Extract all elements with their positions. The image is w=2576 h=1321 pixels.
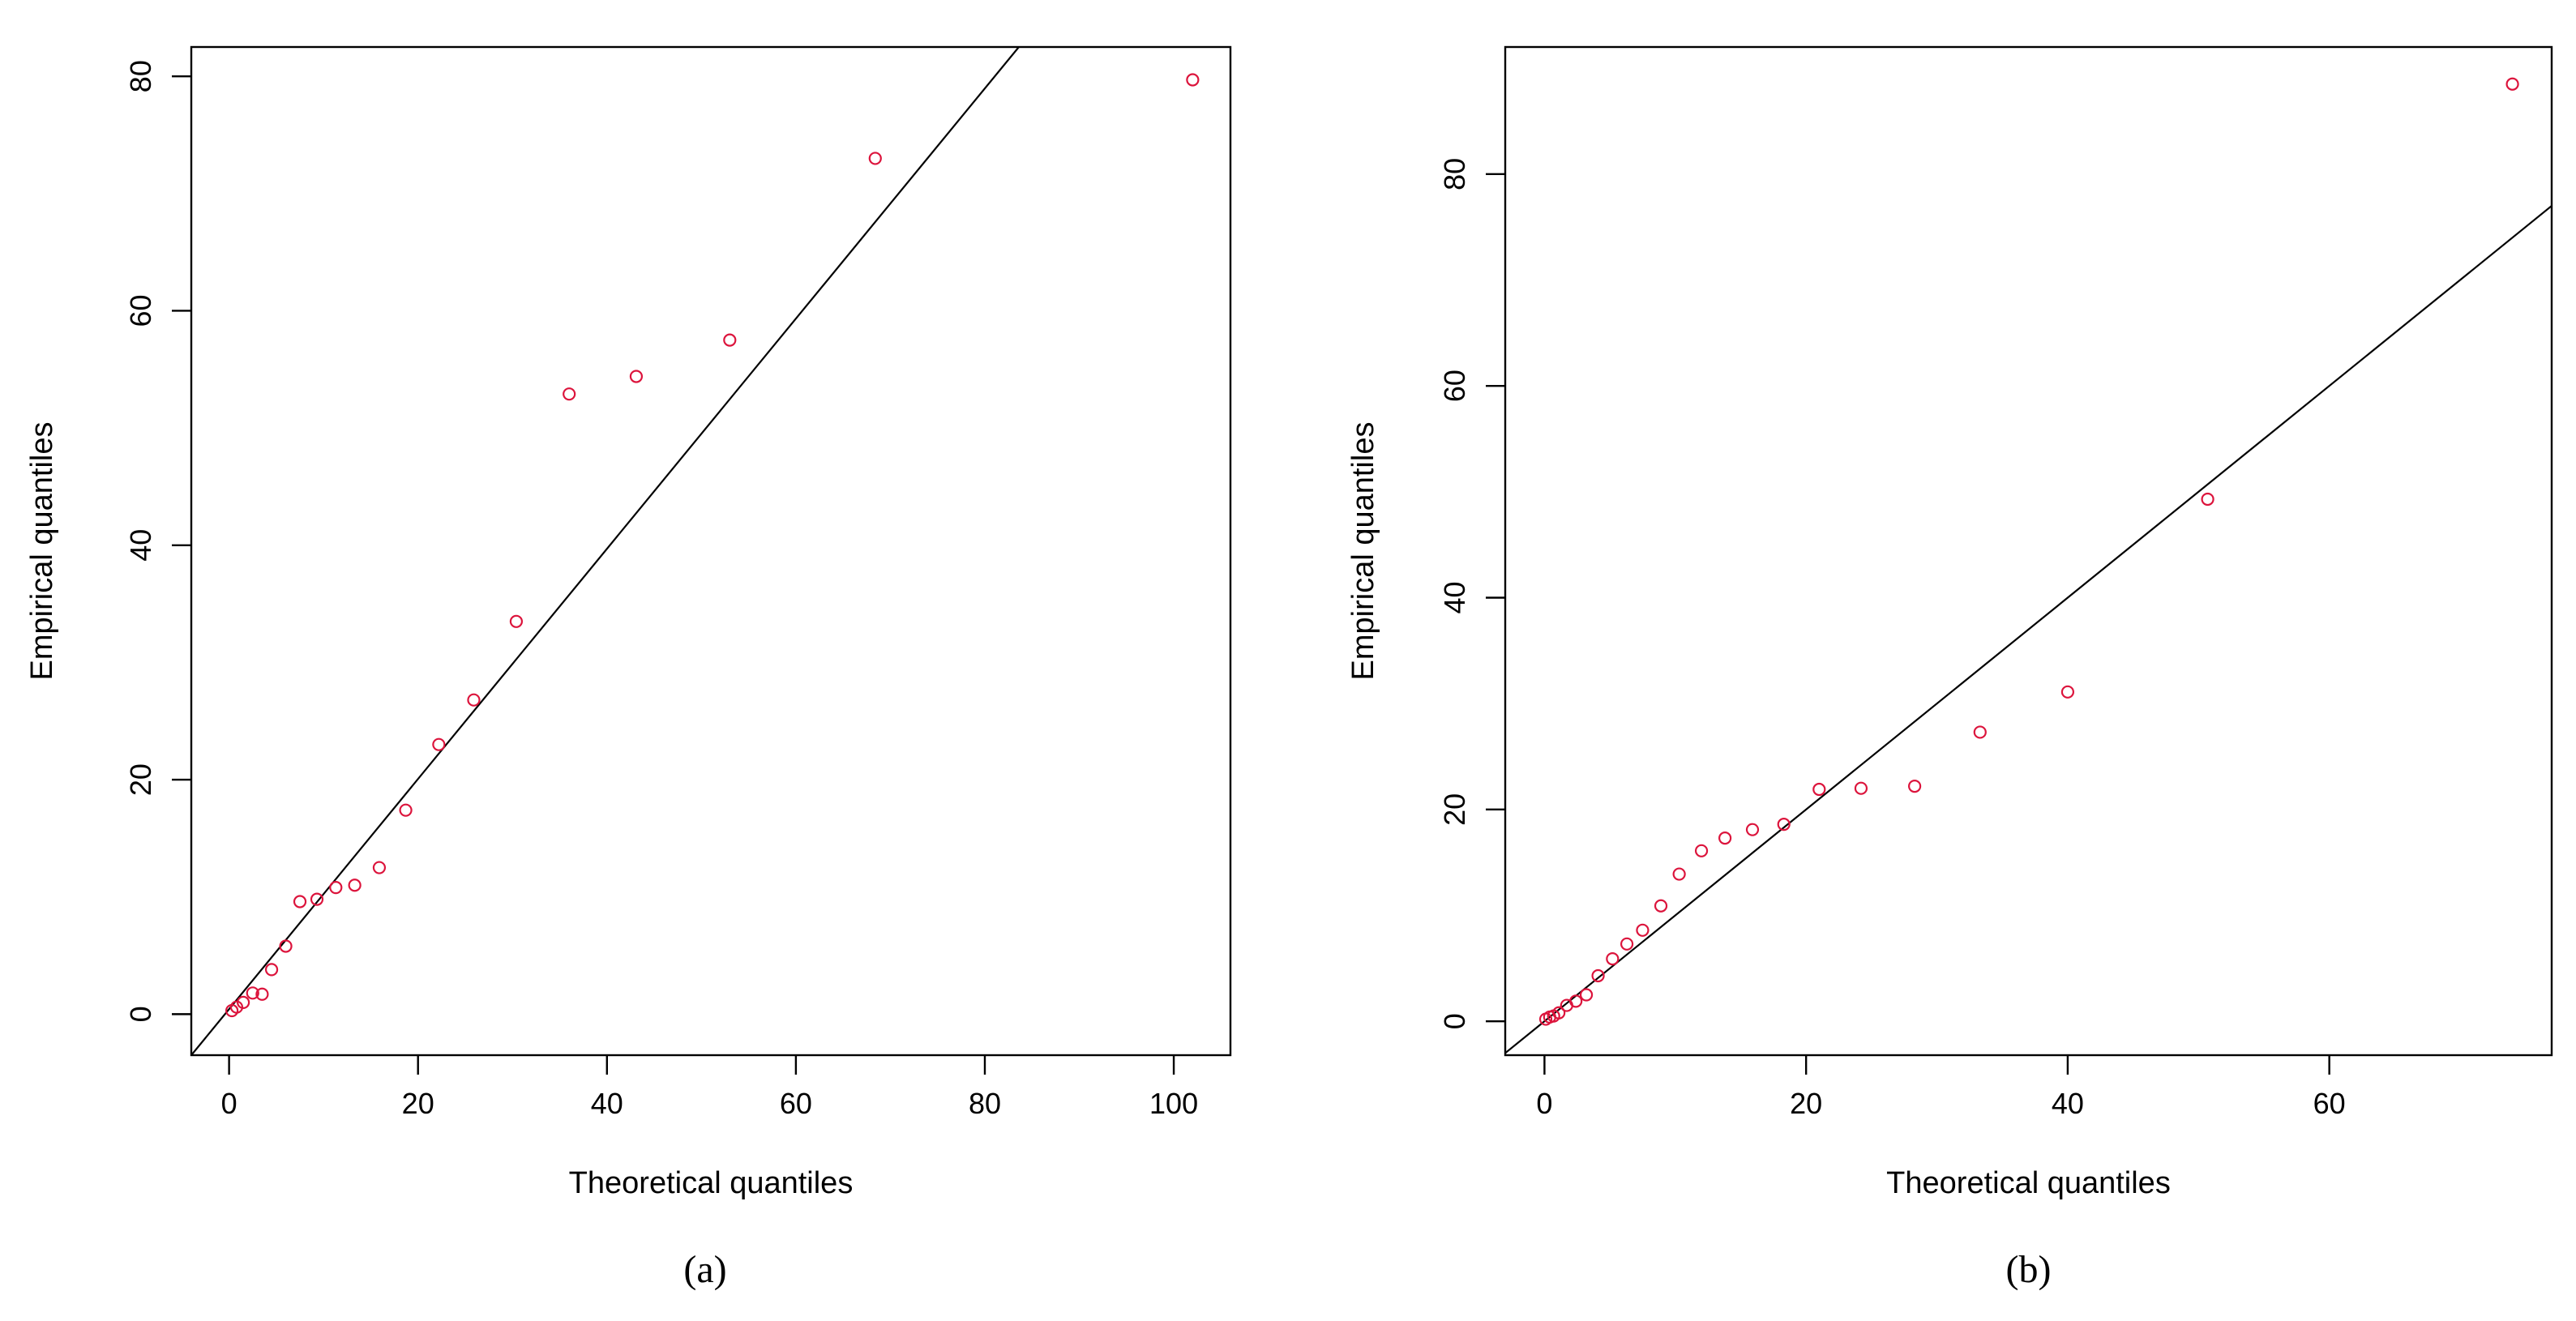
data-point <box>1812 782 1826 797</box>
data-point <box>246 986 259 1000</box>
data-point <box>467 693 481 707</box>
x-axis-label: Theoretical quantiles <box>1886 1166 2171 1200</box>
data-point <box>1973 725 1987 739</box>
reference-line <box>1505 205 2552 1054</box>
data-point <box>1672 867 1686 881</box>
plot-frame <box>190 45 1232 1057</box>
data-point <box>2201 492 2214 507</box>
data-point <box>432 737 446 751</box>
x-tick-label: 0 <box>1536 1087 1552 1120</box>
y-tick-label: 20 <box>1438 793 1471 826</box>
x-tick-label: 0 <box>221 1087 237 1120</box>
data-point <box>1854 781 1868 795</box>
data-point <box>372 861 387 874</box>
x-axis-label: Theoretical quantiles <box>569 1166 854 1200</box>
data-point <box>293 895 307 908</box>
y-axis-label: Empirical quantiles <box>25 422 59 681</box>
y-tick-label: 60 <box>1438 370 1471 402</box>
data-point <box>399 803 413 817</box>
data-point <box>1591 968 1605 983</box>
x-tick-label: 20 <box>1790 1087 1822 1120</box>
data-point <box>1569 994 1583 1008</box>
x-tick-label: 20 <box>402 1087 434 1120</box>
data-point <box>1579 988 1594 1002</box>
data-point <box>310 892 324 906</box>
data-point <box>1745 823 1760 836</box>
data-point <box>1620 937 1634 951</box>
panel-a: 0 20 40 60 80 100 0 20 40 60 80 Theoretical quantil… <box>25 45 1232 1291</box>
y-tick-label: 40 <box>1438 581 1471 613</box>
data-point <box>1777 818 1791 832</box>
subfigure-caption: (a) <box>683 1248 726 1291</box>
data-point <box>255 987 269 1001</box>
data-point <box>1654 899 1668 913</box>
data-point <box>2505 77 2519 91</box>
data-point <box>229 1000 244 1014</box>
y-tick-label: 0 <box>124 1006 157 1022</box>
x-tick-label: 60 <box>780 1087 812 1120</box>
panel-b: 0 20 40 60 0 20 40 60 80 Theoretical quantiles Emp… <box>1346 45 2553 1291</box>
data-point <box>2060 685 2075 699</box>
data-point <box>629 370 644 383</box>
data-point <box>329 881 343 895</box>
data-point <box>1694 844 1709 857</box>
data-point <box>1186 73 1200 87</box>
data-point <box>237 995 250 1010</box>
reference-line <box>191 47 1020 1055</box>
y-tick-label: 60 <box>124 294 157 327</box>
data-point <box>264 963 279 977</box>
data-point <box>1636 923 1650 937</box>
data-point <box>509 614 524 628</box>
x-tick-label: 100 <box>1149 1087 1198 1120</box>
x-tick-label: 80 <box>969 1087 1001 1120</box>
x-tick-label: 40 <box>591 1087 623 1120</box>
x-tick-label: 60 <box>2313 1087 2346 1120</box>
y-tick-label: 80 <box>124 60 157 92</box>
y-tick-label: 0 <box>1438 1013 1471 1029</box>
y-tick-label: 80 <box>1438 158 1471 190</box>
data-point <box>723 333 737 347</box>
x-tick-label: 40 <box>2052 1087 2084 1120</box>
data-point <box>1552 1006 1566 1020</box>
data-point <box>279 939 293 953</box>
data-point <box>1718 832 1732 845</box>
plot-frame <box>1504 45 2553 1057</box>
y-axis-label: Empirical quantiles <box>1346 422 1380 681</box>
data-point <box>348 879 362 892</box>
data-point <box>1908 779 1922 793</box>
y-tick-label: 20 <box>124 763 157 796</box>
subfigure-caption: (b) <box>2006 1248 2052 1291</box>
y-tick-label: 40 <box>124 529 157 562</box>
data-point <box>1606 951 1620 966</box>
data-point <box>563 387 576 401</box>
data-point <box>868 152 882 165</box>
